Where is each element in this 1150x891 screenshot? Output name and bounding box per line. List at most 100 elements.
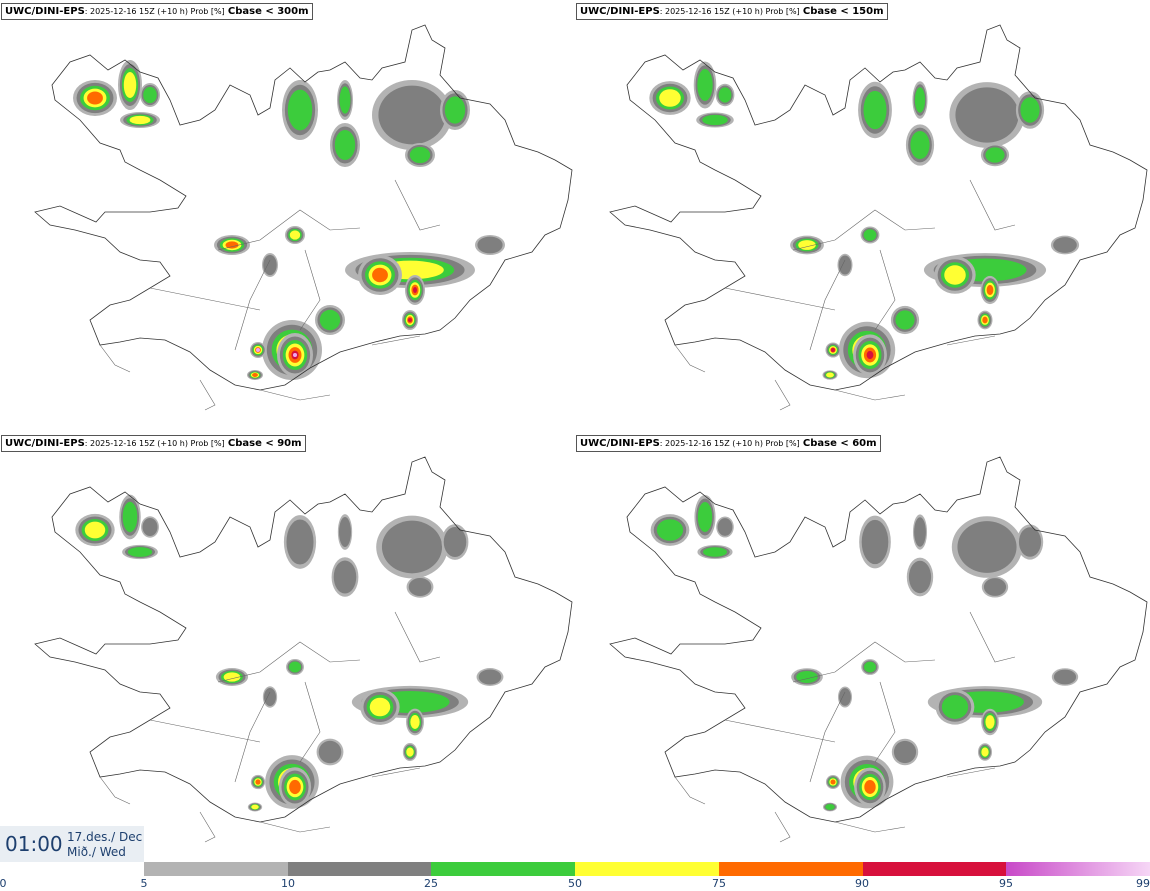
prob-area <box>826 372 834 378</box>
prob-area <box>406 747 414 757</box>
prob-area <box>252 373 258 377</box>
prob-area <box>941 695 969 719</box>
prob-area <box>286 519 314 565</box>
prob-area <box>908 560 932 594</box>
prob-area <box>1018 527 1042 557</box>
prob-area <box>127 547 153 557</box>
prob-area <box>477 236 503 254</box>
prob-area <box>256 348 260 352</box>
prob-area <box>955 87 1019 143</box>
prob-area <box>910 130 930 160</box>
prob-area <box>863 229 877 241</box>
prob-area <box>408 577 432 597</box>
boundaries <box>99 179 441 411</box>
panel-title: UWC/DINI-EPS: 2025-12-16 15Z (+10 h) Pro… <box>576 3 888 20</box>
map-panel-2: UWC/DINI-EPS: 2025-12-16 15Z (+10 h) Pro… <box>575 0 1150 430</box>
prob-area <box>225 241 239 249</box>
prob-area <box>839 688 851 706</box>
prob-area <box>957 521 1017 573</box>
prob-area <box>983 578 1007 596</box>
prob-area <box>142 517 158 537</box>
prob-area <box>129 115 151 125</box>
prob-area <box>339 86 351 114</box>
variable-label: Cbase < 90m <box>227 438 302 449</box>
prob-area <box>408 318 412 322</box>
prob-area <box>944 265 966 285</box>
prob-area <box>982 316 988 324</box>
colorbar-tick-label: 5 <box>140 877 148 890</box>
iceland-map <box>609 24 1148 411</box>
colorbar-tick-label: 75 <box>712 877 726 890</box>
prob-area <box>333 560 357 594</box>
valid-date: 17.des./ Dec <box>67 830 143 844</box>
prob-area <box>289 230 301 240</box>
coastline <box>609 456 1148 823</box>
prob-area <box>702 114 728 126</box>
prob-area <box>443 526 467 558</box>
panel-title: UWC/DINI-EPS: 2025-12-16 15Z (+10 h) Pro… <box>1 435 306 452</box>
prob-area <box>288 661 302 673</box>
prob-area <box>697 69 713 101</box>
map-panel-4: UWC/DINI-EPS: 2025-12-16 15Z (+10 h) Pro… <box>575 432 1150 862</box>
prob-area <box>863 90 887 130</box>
prob-area <box>409 146 431 164</box>
coastline <box>34 456 573 823</box>
prob-area <box>1053 669 1077 685</box>
colorbar-segment <box>431 862 576 876</box>
colorbar-tick-label: 99 <box>1136 877 1150 890</box>
panel-title: UWC/DINI-EPS: 2025-12-16 15Z (+10 h) Pro… <box>1 3 313 20</box>
prob-area <box>378 85 446 145</box>
prob-area <box>914 87 926 113</box>
prob-area <box>372 267 388 283</box>
map-panel-3: UWC/DINI-EPS: 2025-12-16 15Z (+10 h) Pro… <box>0 432 575 862</box>
prob-area <box>864 661 876 673</box>
colorbar-tick-label: 25 <box>424 877 438 890</box>
model-name: UWC/DINI-EPS <box>580 438 660 449</box>
prob-area <box>825 804 835 810</box>
prob-area <box>413 287 417 293</box>
prob-area <box>287 89 313 131</box>
variable-label: Cbase < 60m <box>802 438 877 449</box>
prob-area <box>123 72 137 98</box>
prob-area <box>84 521 106 539</box>
model-name: UWC/DINI-EPS <box>580 6 660 17</box>
panel-title: UWC/DINI-EPS: 2025-12-16 15Z (+10 h) Pro… <box>576 435 881 452</box>
valid-weekday: Mið./ Wed <box>67 845 126 859</box>
prob-area <box>893 740 917 764</box>
run-info: : 2025-12-16 15Z (+10 h) Prob [%] <box>659 439 800 448</box>
iceland-map <box>609 456 1148 843</box>
prob-area <box>444 96 466 124</box>
prob-area <box>914 517 926 547</box>
prob-area <box>656 519 684 541</box>
colorbar-tick-label: 10 <box>281 877 295 890</box>
colorbar-segment <box>575 862 719 876</box>
prob-area <box>122 501 138 533</box>
prob-area <box>831 348 835 352</box>
colorbar-segment <box>718 862 863 876</box>
prob-area <box>986 284 994 296</box>
prob-area <box>263 254 277 276</box>
run-info: : 2025-12-16 15Z (+10 h) Prob [%] <box>84 7 225 16</box>
colorbar-tick-label: 95 <box>999 877 1013 890</box>
prob-area <box>143 86 157 104</box>
boundaries <box>674 179 1016 411</box>
prob-area <box>981 747 989 757</box>
prob-area <box>319 309 341 331</box>
prob-area <box>866 350 874 360</box>
prob-area <box>334 130 356 160</box>
valid-time-box: 01:00 17.des./ Dec Mið./ Wed <box>0 826 144 862</box>
prob-area <box>838 255 852 275</box>
coastline <box>609 24 1148 391</box>
valid-time: 01:00 <box>5 832 63 856</box>
prob-area <box>293 353 297 357</box>
colorbar <box>144 862 1150 876</box>
prob-area <box>985 147 1005 163</box>
colorbar-segment <box>287 862 432 876</box>
prob-area <box>223 672 241 682</box>
variable-label: Cbase < 150m <box>802 6 884 17</box>
colorbar-tick-label: 90 <box>855 877 869 890</box>
prob-area <box>289 779 301 795</box>
colorbar-segment <box>144 862 288 876</box>
prob-area <box>255 779 261 785</box>
prob-area <box>263 687 277 707</box>
